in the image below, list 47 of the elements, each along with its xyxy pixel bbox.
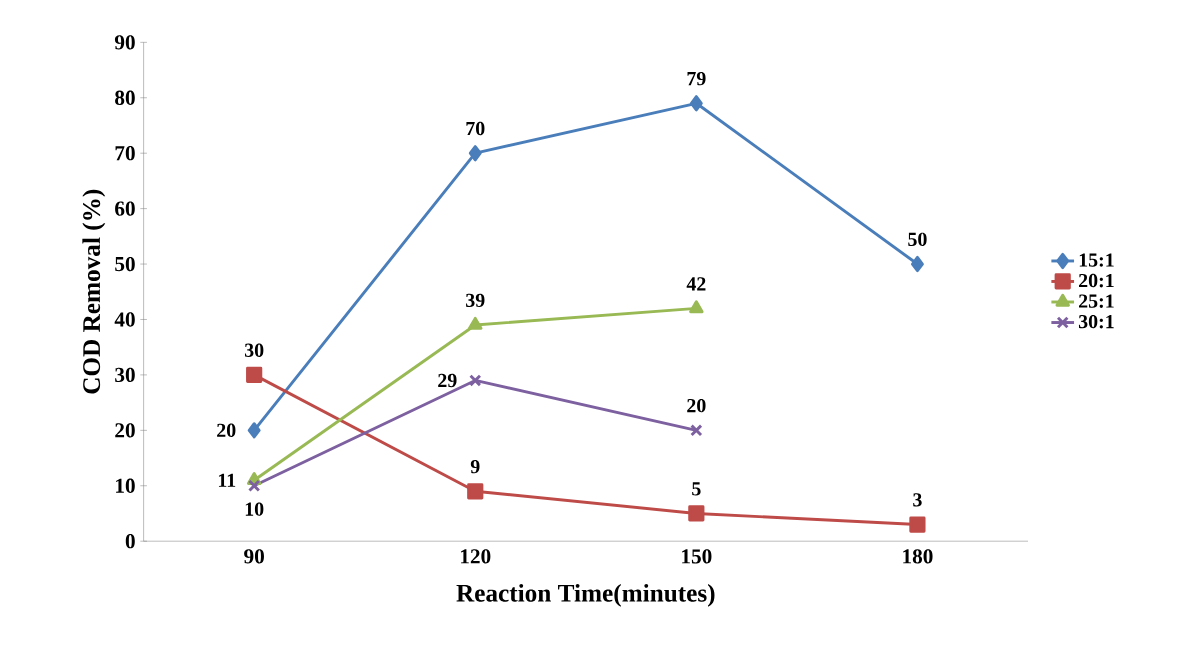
point <box>690 424 703 437</box>
point <box>467 483 484 500</box>
x-axis-title: Reaction Time(minutes) <box>456 583 715 607</box>
data-label: 30 <box>244 343 264 357</box>
x-tick-label: 180 <box>903 549 933 564</box>
data-label: 50 <box>908 232 927 246</box>
data-label: 39 <box>466 293 485 307</box>
legend-label: 15:1 <box>1079 253 1114 267</box>
point <box>909 516 926 533</box>
data-label: 11 <box>218 473 236 487</box>
x-tick-label: 120 <box>461 549 491 564</box>
y-axis-title: COD Removal (%) <box>82 189 106 394</box>
y-tick-label: 60 <box>115 201 135 216</box>
data-label: 3 <box>913 493 922 507</box>
point <box>469 374 482 387</box>
y-tick-label: 50 <box>115 256 135 272</box>
y-tick-label: 20 <box>115 423 135 438</box>
point <box>246 366 263 383</box>
y-tick-label: 0 <box>125 533 135 549</box>
y-tick-label: 80 <box>115 90 135 105</box>
y-tick-label: 40 <box>114 312 135 327</box>
point <box>247 422 261 439</box>
point <box>468 316 483 330</box>
data-label: 29 <box>438 373 457 388</box>
point <box>689 95 703 112</box>
y-tick-label: 30 <box>115 367 135 383</box>
data-label: 5 <box>692 482 701 496</box>
point <box>248 479 261 492</box>
data-label: 79 <box>687 71 706 86</box>
y-tick-label: 10 <box>116 478 135 493</box>
point <box>468 145 482 162</box>
legend-label: 25:1 <box>1079 294 1114 308</box>
data-label: 9 <box>470 459 480 474</box>
data-label: 70 <box>466 121 485 136</box>
x-tick-label: 90 <box>244 549 264 564</box>
legend-label: 30:1 <box>1078 314 1114 329</box>
y-tick-label: 70 <box>115 145 135 161</box>
point <box>910 255 924 273</box>
data-label: 20 <box>687 398 706 413</box>
legend-label: 20:1 <box>1079 273 1114 288</box>
data-label: 42 <box>686 277 706 291</box>
data-label: 20 <box>217 423 236 437</box>
data-label: 10 <box>245 502 264 516</box>
y-tick-label: 90 <box>114 35 135 50</box>
point <box>689 300 704 314</box>
x-tick-label: 150 <box>682 549 712 564</box>
point <box>688 505 705 522</box>
